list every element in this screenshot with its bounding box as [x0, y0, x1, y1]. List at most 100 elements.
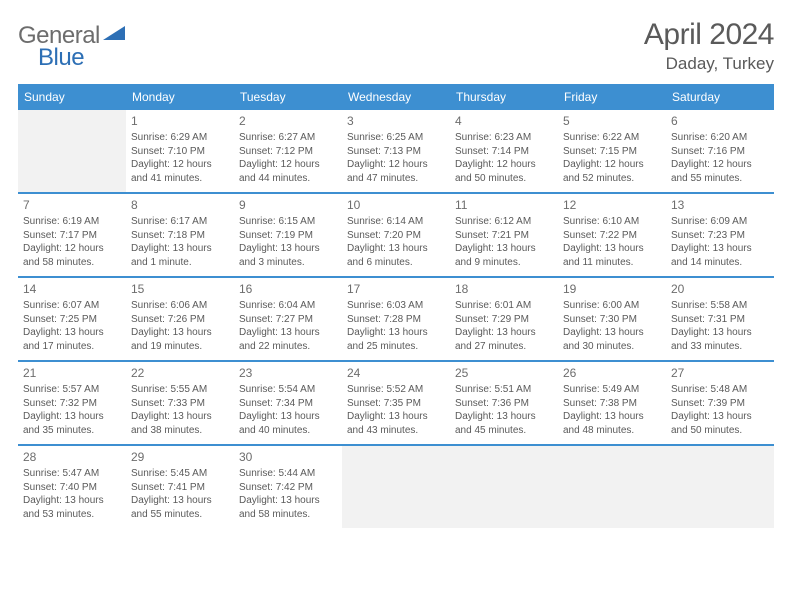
day-cell: 30Sunrise: 5:44 AMSunset: 7:42 PMDayligh… — [234, 446, 342, 528]
daylight-line: Daylight: 13 hours and 30 minutes. — [563, 326, 661, 353]
day-cell-empty — [18, 110, 126, 192]
day-cell: 22Sunrise: 5:55 AMSunset: 7:33 PMDayligh… — [126, 362, 234, 444]
day-cell: 11Sunrise: 6:12 AMSunset: 7:21 PMDayligh… — [450, 194, 558, 276]
day-header: Friday — [558, 84, 666, 110]
daylight-line: Daylight: 13 hours and 33 minutes. — [671, 326, 769, 353]
daylight-line: Daylight: 13 hours and 35 minutes. — [23, 410, 121, 437]
day-header: Sunday — [18, 84, 126, 110]
day-cell: 29Sunrise: 5:45 AMSunset: 7:41 PMDayligh… — [126, 446, 234, 528]
sunrise-line: Sunrise: 5:49 AM — [563, 383, 661, 397]
sunrise-line: Sunrise: 6:22 AM — [563, 131, 661, 145]
sunrise-line: Sunrise: 5:57 AM — [23, 383, 121, 397]
sunset-line: Sunset: 7:19 PM — [239, 229, 337, 243]
sunset-line: Sunset: 7:42 PM — [239, 481, 337, 495]
sunset-line: Sunset: 7:17 PM — [23, 229, 121, 243]
sunset-line: Sunset: 7:31 PM — [671, 313, 769, 327]
day-number: 5 — [563, 113, 661, 129]
day-number: 16 — [239, 281, 337, 297]
sunset-line: Sunset: 7:41 PM — [131, 481, 229, 495]
sunset-line: Sunset: 7:39 PM — [671, 397, 769, 411]
day-number: 11 — [455, 197, 553, 213]
sunrise-line: Sunrise: 6:19 AM — [23, 215, 121, 229]
day-number: 12 — [563, 197, 661, 213]
sunrise-line: Sunrise: 6:09 AM — [671, 215, 769, 229]
day-number: 29 — [131, 449, 229, 465]
day-cell: 3Sunrise: 6:25 AMSunset: 7:13 PMDaylight… — [342, 110, 450, 192]
day-number: 30 — [239, 449, 337, 465]
day-cell: 25Sunrise: 5:51 AMSunset: 7:36 PMDayligh… — [450, 362, 558, 444]
sunset-line: Sunset: 7:34 PM — [239, 397, 337, 411]
day-cell-empty — [342, 446, 450, 528]
sunrise-line: Sunrise: 5:47 AM — [23, 467, 121, 481]
sunrise-line: Sunrise: 5:58 AM — [671, 299, 769, 313]
sunrise-line: Sunrise: 6:25 AM — [347, 131, 445, 145]
sunset-line: Sunset: 7:10 PM — [131, 145, 229, 159]
day-cell: 1Sunrise: 6:29 AMSunset: 7:10 PMDaylight… — [126, 110, 234, 192]
daylight-line: Daylight: 13 hours and 19 minutes. — [131, 326, 229, 353]
day-number: 27 — [671, 365, 769, 381]
day-number: 20 — [671, 281, 769, 297]
day-cell: 19Sunrise: 6:00 AMSunset: 7:30 PMDayligh… — [558, 278, 666, 360]
sunrise-line: Sunrise: 6:27 AM — [239, 131, 337, 145]
day-cell: 6Sunrise: 6:20 AMSunset: 7:16 PMDaylight… — [666, 110, 774, 192]
daylight-line: Daylight: 13 hours and 48 minutes. — [563, 410, 661, 437]
sunrise-line: Sunrise: 6:04 AM — [239, 299, 337, 313]
daylight-line: Daylight: 13 hours and 17 minutes. — [23, 326, 121, 353]
day-number: 28 — [23, 449, 121, 465]
week-row: 7 Sunrise: 6:19 AMSunset: 7:17 PM Daylight… — [18, 194, 774, 278]
calendar-header-row: SundayMondayTuesdayWednesdayThursdayFrid… — [18, 84, 774, 110]
day-cell-empty — [666, 446, 774, 528]
sunset-line: Sunset: 7:40 PM — [23, 481, 121, 495]
month-title: April 2024 — [644, 18, 774, 52]
daylight-line: Daylight: 13 hours and 50 minutes. — [671, 410, 769, 437]
daylight-line: Daylight: 13 hours and 53 minutes. — [23, 494, 121, 521]
day-cell: 16Sunrise: 6:04 AMSunset: 7:27 PMDayligh… — [234, 278, 342, 360]
daylight-line: Daylight: 13 hours and 45 minutes. — [455, 410, 553, 437]
day-cell: 27Sunrise: 5:48 AMSunset: 7:39 PMDayligh… — [666, 362, 774, 444]
day-cell: 10Sunrise: 6:14 AMSunset: 7:20 PMDayligh… — [342, 194, 450, 276]
day-cell: 24Sunrise: 5:52 AMSunset: 7:35 PMDayligh… — [342, 362, 450, 444]
day-header: Monday — [126, 84, 234, 110]
day-number: 7 — [23, 197, 121, 213]
day-cell: 20 Sunrise: 5:58 AMSunset: 7:31 PMDayligh… — [666, 278, 774, 360]
week-row: 21Sunrise: 5:57 AMSunset: 7:32 PMDayligh… — [18, 362, 774, 446]
sunrise-line: Sunrise: 6:06 AM — [131, 299, 229, 313]
sunset-line: Sunset: 7:23 PM — [671, 229, 769, 243]
day-number: 1 — [131, 113, 229, 129]
day-cell: 13Sunrise: 6:09 AMSunset: 7:23 PMDayligh… — [666, 194, 774, 276]
title-block: April 2024 Daday, Turkey — [644, 18, 774, 74]
day-number: 9 — [239, 197, 337, 213]
logo-triangle-icon — [103, 26, 125, 47]
week-row: 1Sunrise: 6:29 AMSunset: 7:10 PMDaylight… — [18, 110, 774, 194]
day-cell: 8Sunrise: 6:17 AMSunset: 7:18 PMDaylight… — [126, 194, 234, 276]
day-number: 17 — [347, 281, 445, 297]
day-number: 26 — [563, 365, 661, 381]
sunrise-line: Sunrise: 6:00 AM — [563, 299, 661, 313]
day-cell: 12Sunrise: 6:10 AMSunset: 7:22 PMDayligh… — [558, 194, 666, 276]
daylight-line: Daylight: 13 hours and 40 minutes. — [239, 410, 337, 437]
day-cell-empty — [450, 446, 558, 528]
daylight-line: Daylight: 13 hours and 25 minutes. — [347, 326, 445, 353]
daylight-line: Daylight: 13 hours and 1 minute. — [131, 242, 229, 269]
logo-blue-row: Blue — [38, 44, 84, 72]
sunrise-line: Sunrise: 6:20 AM — [671, 131, 769, 145]
sunset-line: Sunset: 7:22 PM — [563, 229, 661, 243]
sunset-line: Sunset: 7:30 PM — [563, 313, 661, 327]
daylight-line: Daylight: 13 hours and 6 minutes. — [347, 242, 445, 269]
sunset-line: Sunset: 7:26 PM — [131, 313, 229, 327]
day-cell: 21Sunrise: 5:57 AMSunset: 7:32 PMDayligh… — [18, 362, 126, 444]
day-cell: 14Sunrise: 6:07 AMSunset: 7:25 PMDayligh… — [18, 278, 126, 360]
sunrise-line: Sunrise: 6:14 AM — [347, 215, 445, 229]
day-cell: 9Sunrise: 6:15 AMSunset: 7:19 PMDaylight… — [234, 194, 342, 276]
day-cell: 5Sunrise: 6:22 AMSunset: 7:15 PMDaylight… — [558, 110, 666, 192]
daylight-line: Daylight: 13 hours and 55 minutes. — [131, 494, 229, 521]
daylight-line: Daylight: 13 hours and 11 minutes. — [563, 242, 661, 269]
daylight-line: Daylight: 13 hours and 27 minutes. — [455, 326, 553, 353]
day-cell: 2Sunrise: 6:27 AMSunset: 7:12 PMDaylight… — [234, 110, 342, 192]
day-cell: 26Sunrise: 5:49 AMSunset: 7:38 PMDayligh… — [558, 362, 666, 444]
daylight-line: Daylight: 12 hours and 47 minutes. — [347, 158, 445, 185]
day-number: 22 — [131, 365, 229, 381]
sunset-line: Sunset: 7:20 PM — [347, 229, 445, 243]
daylight-line: Daylight: 13 hours and 9 minutes. — [455, 242, 553, 269]
day-number: 24 — [347, 365, 445, 381]
